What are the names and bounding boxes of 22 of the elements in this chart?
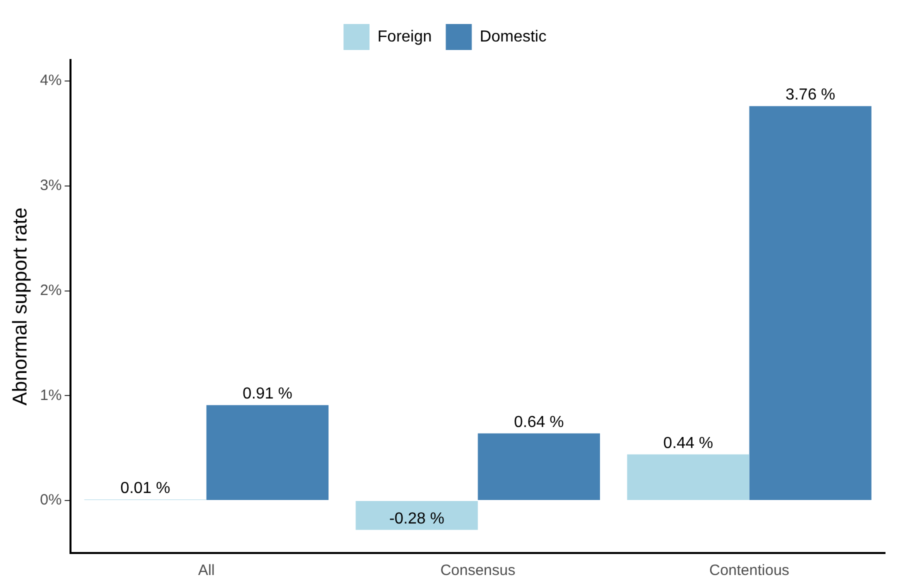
y-tick-label: 0% (40, 492, 62, 509)
x-tick-label: All (198, 562, 215, 580)
data-label: -0.28 % (389, 510, 444, 528)
y-tick-label: 1% (40, 386, 62, 404)
data-label: 0.64 % (514, 414, 564, 431)
y-axis-title: Abnormal support rate (10, 208, 32, 406)
bar (356, 501, 478, 530)
bar (749, 106, 872, 500)
y-tick-label: 2% (40, 282, 62, 299)
x-tick-label: Consensus (440, 562, 516, 580)
data-label: 0.01 % (120, 480, 170, 497)
data-label: 0.91 % (242, 386, 292, 403)
x-tick-label: Contentious (709, 562, 790, 580)
data-label: 0.44 % (663, 434, 714, 452)
y-tick-label: 4% (40, 72, 62, 90)
legend-label: Foreign (378, 28, 432, 46)
bar (478, 433, 600, 500)
y-tick-label: 3% (40, 177, 62, 194)
data-label: 3.76 % (785, 86, 836, 104)
bar (627, 454, 750, 500)
legend-label: Domestic (480, 28, 546, 46)
bar (206, 405, 329, 500)
